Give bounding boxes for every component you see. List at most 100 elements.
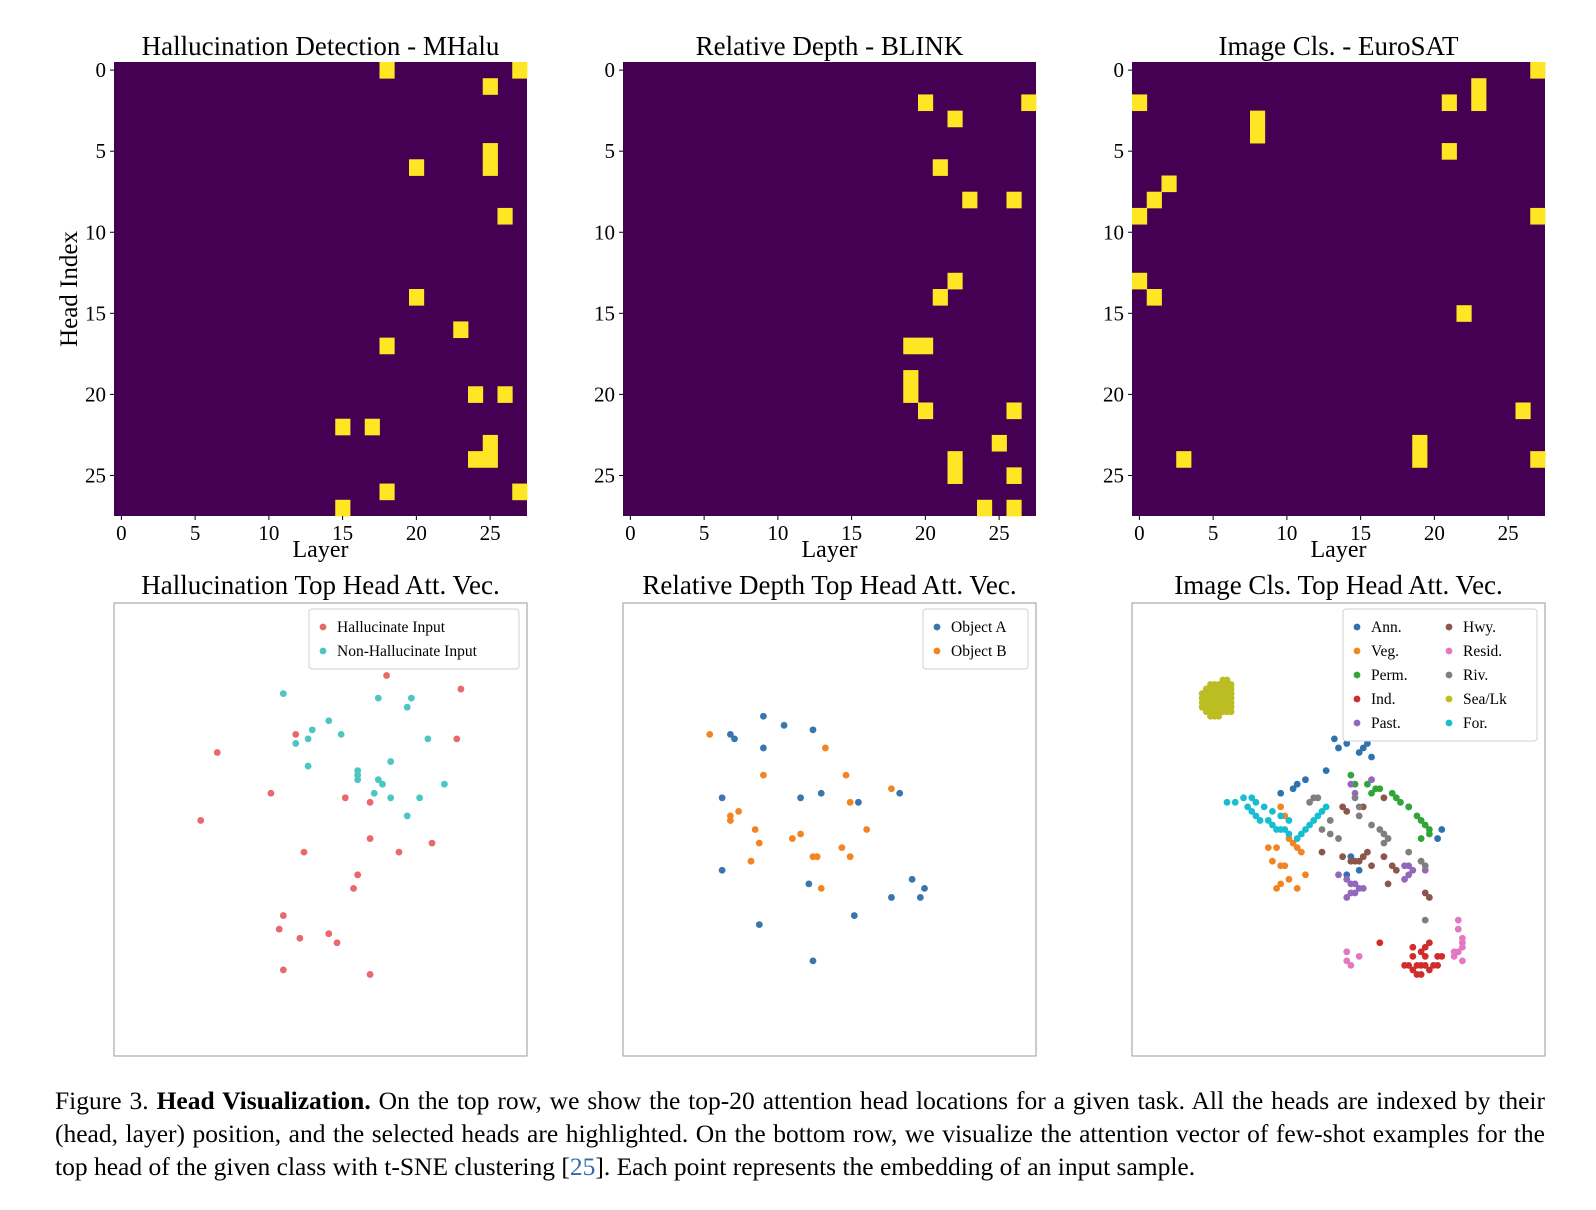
scatter-point xyxy=(1409,966,1417,974)
scatter-point xyxy=(1421,862,1429,870)
scatter-point xyxy=(1355,857,1363,865)
y-tick-label: 15 xyxy=(1103,301,1124,325)
caption-text: On the top row, we show the top-20 atten… xyxy=(55,1086,1546,1181)
scatter-point xyxy=(1293,884,1301,892)
scatter-point xyxy=(1454,925,1462,933)
scatter-point xyxy=(300,848,308,856)
scatter-point xyxy=(337,730,345,738)
legend-label: Riv. xyxy=(1463,667,1488,684)
x-axis-label: Layer xyxy=(802,537,858,563)
heatmap-cell xyxy=(1146,191,1162,209)
y-tick-label: 15 xyxy=(594,301,615,325)
scatter-point xyxy=(1355,812,1363,820)
y-tick-label: 0 xyxy=(96,58,107,82)
scatter-title: Hallucination Top Head Att. Vec. xyxy=(141,570,500,600)
scatter-point xyxy=(1343,948,1351,956)
scatter-point xyxy=(755,839,763,847)
legend-label: Non-Hallucinate Input xyxy=(337,643,478,660)
heatmap-cell xyxy=(482,451,498,468)
heatmap-cell xyxy=(512,483,528,501)
scatter-point xyxy=(1421,889,1429,897)
scatter-point xyxy=(1293,844,1301,852)
heatmap-cell xyxy=(482,434,498,452)
scatter-title: Image Cls. Top Head Att. Vec. xyxy=(1174,570,1503,600)
scatter-point xyxy=(1355,803,1363,811)
scatter-point xyxy=(1343,957,1351,965)
x-tick-label: 10 xyxy=(258,521,279,545)
scatter-point xyxy=(1248,807,1256,815)
heatmap-panel-1: Hallucination Detection - MHalu 0 5 10 15 20 2… xyxy=(56,31,528,563)
scatter-point xyxy=(1223,690,1231,697)
heatmap-cell xyxy=(1471,78,1487,95)
figure-caption: Figure 3. Head Visualization. On the top… xyxy=(55,1084,1545,1183)
scatter-point xyxy=(726,730,734,738)
scatter-point xyxy=(1326,817,1334,824)
scatter-point xyxy=(1417,817,1425,824)
heatmap-cell xyxy=(335,499,351,517)
scatter-point xyxy=(1252,798,1260,806)
heatmap-cell xyxy=(1161,175,1177,193)
y-tick-label: 25 xyxy=(594,463,615,487)
scatter-point xyxy=(747,857,755,865)
scatter-point xyxy=(1339,803,1347,811)
scatter-point xyxy=(304,762,312,770)
scatter-point xyxy=(1359,853,1367,861)
legend-label: Hwy. xyxy=(1463,619,1496,636)
heatmap-cell xyxy=(947,110,963,128)
scatter-point xyxy=(1285,817,1293,824)
scatter-point xyxy=(1260,803,1268,811)
heatmap-cell xyxy=(947,451,963,468)
scatter-point xyxy=(1318,807,1326,815)
scatter-point xyxy=(1244,803,1252,811)
scatter-point xyxy=(1405,871,1413,879)
y-tick-label: 15 xyxy=(85,301,106,325)
scatter-point xyxy=(403,812,411,820)
caption-citation-link[interactable]: 25 xyxy=(569,1152,596,1181)
scatter-point xyxy=(1289,785,1297,793)
scatter-point xyxy=(735,807,743,815)
legend-box xyxy=(308,608,520,670)
scatter-point xyxy=(333,939,341,947)
y-tick-label: 0 xyxy=(1114,58,1125,82)
scatter-point xyxy=(1314,812,1322,820)
heatmap-cell xyxy=(453,321,469,339)
heatmap-cell xyxy=(962,191,978,209)
scatter-point xyxy=(350,884,357,892)
scatter-point xyxy=(267,789,275,797)
y-tick-label: 5 xyxy=(1114,139,1125,163)
scatter-point xyxy=(1227,708,1235,716)
legend-marker xyxy=(319,623,327,631)
scatter-point xyxy=(1252,812,1260,820)
scatter-point xyxy=(1347,771,1355,779)
scatter-point xyxy=(916,894,924,901)
heatmap-cell xyxy=(1021,94,1037,112)
scatter-point xyxy=(1285,830,1293,838)
heatmap-cell xyxy=(482,78,498,95)
scatter-point xyxy=(1368,776,1375,784)
scatter-point xyxy=(1335,835,1342,842)
legend-label: Object B xyxy=(951,643,1007,660)
y-tick-label: 20 xyxy=(85,382,106,406)
scatter-point xyxy=(416,794,424,802)
legend-label: Hallucinate Input xyxy=(337,619,446,636)
scatter-point xyxy=(279,912,287,919)
scatter-point xyxy=(1417,948,1425,956)
heatmap-cell xyxy=(468,451,484,468)
heatmap-cell xyxy=(1471,94,1487,112)
x-axis-label: Layer xyxy=(1311,537,1367,563)
heatmap-cell xyxy=(1441,94,1457,112)
scatter-point xyxy=(1368,821,1375,829)
heatmap-cell xyxy=(903,370,919,387)
scatter-point xyxy=(1368,789,1375,797)
heatmap-cell xyxy=(1530,451,1546,468)
scatter-point xyxy=(1401,875,1408,883)
scatter-point xyxy=(846,853,854,861)
heatmap-cell xyxy=(932,289,948,306)
scatter-point xyxy=(1223,676,1231,684)
scatter-point xyxy=(1459,957,1466,965)
heatmap-cell xyxy=(512,62,528,79)
legend-label: Perm. xyxy=(1371,667,1408,684)
heatmap-cell xyxy=(468,386,484,403)
heatmap-cell xyxy=(903,337,919,355)
scatter-point xyxy=(1421,962,1429,969)
